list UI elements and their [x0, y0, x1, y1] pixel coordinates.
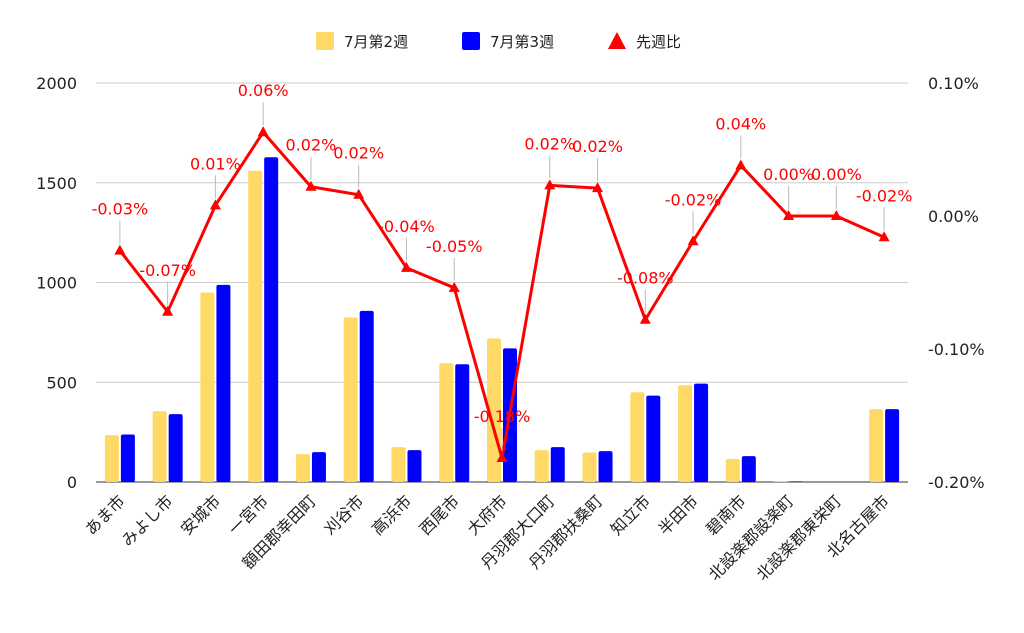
- bar: [582, 452, 597, 482]
- legend-swatch: [462, 32, 480, 50]
- category-label: 北設楽郡設楽町: [705, 491, 798, 584]
- bar: [248, 170, 263, 482]
- data-label: 0.02%: [333, 144, 384, 163]
- left-tick-label: 1500: [36, 174, 77, 193]
- left-tick-label: 1000: [36, 274, 77, 293]
- bar: [359, 310, 374, 482]
- data-label: -0.02%: [665, 190, 722, 209]
- bar: [646, 395, 661, 482]
- data-label: 0.02%: [524, 134, 575, 153]
- bar: [200, 292, 215, 482]
- point-marker: [735, 159, 747, 170]
- point-marker: [544, 179, 556, 190]
- data-label: -0.04%: [378, 217, 435, 236]
- category-label: 北設楽郡東栄町: [753, 491, 846, 584]
- bar: [104, 435, 119, 482]
- right-tick-label: -0.10%: [928, 340, 985, 359]
- legend-label: 7月第2週: [344, 33, 408, 51]
- bar: [534, 450, 549, 482]
- point-marker: [878, 231, 890, 242]
- line-series: [114, 126, 890, 463]
- bar: [598, 451, 613, 482]
- point-marker: [592, 182, 604, 193]
- left-axis: 0 500 1000 1500 2000: [36, 74, 77, 492]
- category-label: 半田市: [655, 491, 702, 538]
- point-marker: [400, 261, 412, 272]
- right-tick-label: 0.00%: [928, 207, 979, 226]
- bar: [630, 392, 645, 482]
- bar: [168, 414, 183, 482]
- point-marker: [830, 210, 842, 220]
- bar-series: [104, 157, 900, 483]
- data-label: 0.00%: [811, 165, 862, 184]
- bar: [741, 456, 756, 482]
- data-label: 0.00%: [763, 165, 814, 184]
- bar: [869, 409, 884, 482]
- bar: [885, 409, 900, 482]
- data-labels: -0.03%-0.07%0.01%0.06%0.02%0.02%-0.04%-0…: [92, 81, 913, 452]
- bar: [120, 434, 135, 482]
- data-label: -0.18%: [474, 407, 531, 426]
- point-marker: [783, 210, 795, 220]
- bar: [773, 481, 788, 482]
- bar: [311, 452, 326, 482]
- point-marker: [305, 180, 317, 191]
- point-marker: [209, 199, 221, 210]
- category-label: 知立市: [607, 491, 654, 538]
- point-marker: [257, 126, 269, 137]
- data-label: 0.04%: [715, 114, 766, 133]
- data-label: -0.08%: [617, 269, 674, 288]
- category-label: 刈谷市: [320, 491, 367, 538]
- point-marker: [353, 188, 365, 199]
- data-label: -0.02%: [856, 186, 913, 205]
- bar: [725, 459, 740, 482]
- legend[interactable]: 7月第2週 7月第3週 先週比: [316, 32, 681, 51]
- bar: [550, 447, 565, 482]
- bar: [216, 284, 231, 482]
- left-tick-label: 500: [46, 373, 77, 392]
- bar: [694, 383, 709, 482]
- point-marker: [162, 305, 174, 316]
- data-label: -0.07%: [139, 261, 196, 280]
- legend-swatch: [608, 32, 626, 49]
- data-label: 0.02%: [286, 136, 337, 155]
- legend-label: 7月第3週: [490, 33, 554, 51]
- bar: [789, 481, 804, 482]
- category-label: 西尾市: [416, 491, 463, 538]
- data-label: -0.03%: [92, 200, 149, 219]
- legend-label: 先週比: [636, 33, 681, 51]
- right-axis: -0.20% -0.10% 0.00% 0.10%: [928, 74, 985, 492]
- left-tick-label: 0: [67, 473, 77, 492]
- bar: [152, 411, 167, 482]
- bar: [407, 450, 422, 482]
- data-label: 0.02%: [572, 137, 623, 156]
- bar: [455, 364, 470, 482]
- bar: [343, 317, 358, 482]
- data-label: 0.01%: [190, 154, 241, 173]
- category-label: みよし市: [118, 491, 177, 550]
- point-marker: [114, 244, 126, 255]
- bar: [264, 157, 279, 483]
- point-marker: [639, 313, 651, 324]
- data-label: -0.05%: [426, 237, 483, 256]
- bar: [295, 454, 310, 482]
- point-marker: [496, 452, 508, 463]
- bar: [678, 385, 693, 482]
- bar: [391, 447, 406, 482]
- point-marker: [448, 281, 460, 292]
- legend-swatch: [316, 32, 334, 50]
- data-label: 0.06%: [238, 81, 289, 100]
- category-label: 高浜市: [368, 491, 415, 538]
- bar: [439, 363, 454, 482]
- category-label: 安城市: [177, 491, 224, 538]
- left-tick-label: 2000: [36, 74, 77, 93]
- right-tick-label: -0.20%: [928, 473, 985, 492]
- point-marker: [687, 235, 699, 246]
- right-tick-label: 0.10%: [928, 74, 979, 93]
